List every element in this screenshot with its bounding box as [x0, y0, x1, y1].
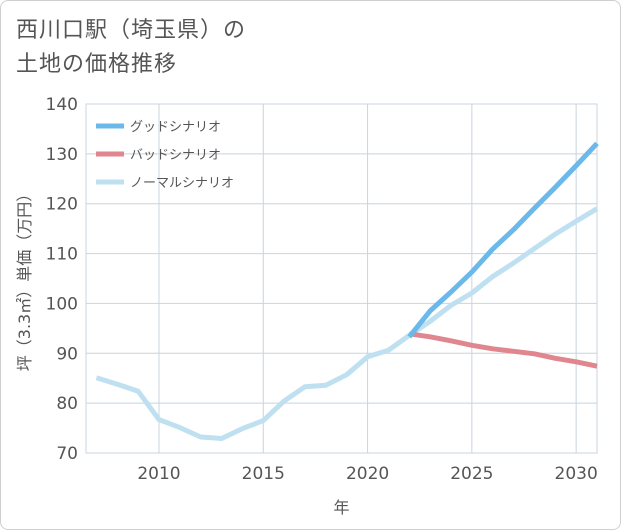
x-tick-label: 2030: [555, 464, 598, 484]
legend-label: バッドシナリオ: [130, 148, 221, 163]
y-tick-label: 90: [56, 344, 78, 364]
y-tick-label: 130: [46, 145, 78, 165]
x-tick-label: 2015: [242, 464, 285, 484]
series-line-2: [95, 206, 599, 441]
y-axis-label: 坪（3.3㎡）単価（万円）: [15, 186, 34, 371]
y-tick-label: 80: [56, 394, 78, 414]
chart-title: 西川口駅（埼玉県）の 土地の価格推移: [16, 18, 247, 77]
series-line-1: [408, 331, 598, 369]
series-lines: [95, 141, 599, 441]
legend-label: ノーマルシナリオ: [130, 176, 234, 191]
y-tick-label: 100: [46, 294, 78, 314]
x-axis-label: 年: [333, 498, 349, 517]
y-tick-label: 70: [56, 444, 78, 464]
x-tick-label: 2025: [450, 464, 493, 484]
legend-label: グッドシナリオ: [130, 120, 221, 135]
grid-lines: [85, 103, 598, 454]
x-tick-label: 2010: [137, 464, 180, 484]
tick-labels: 70 80 90 100 110 120 130 140 2010 2015 2020 2025 203…: [46, 95, 598, 484]
x-tick-label: 2020: [346, 464, 389, 484]
series-line-0: [407, 141, 599, 339]
y-tick-label: 120: [46, 195, 78, 215]
y-tick-label: 140: [46, 95, 78, 115]
y-tick-label: 110: [46, 245, 78, 265]
